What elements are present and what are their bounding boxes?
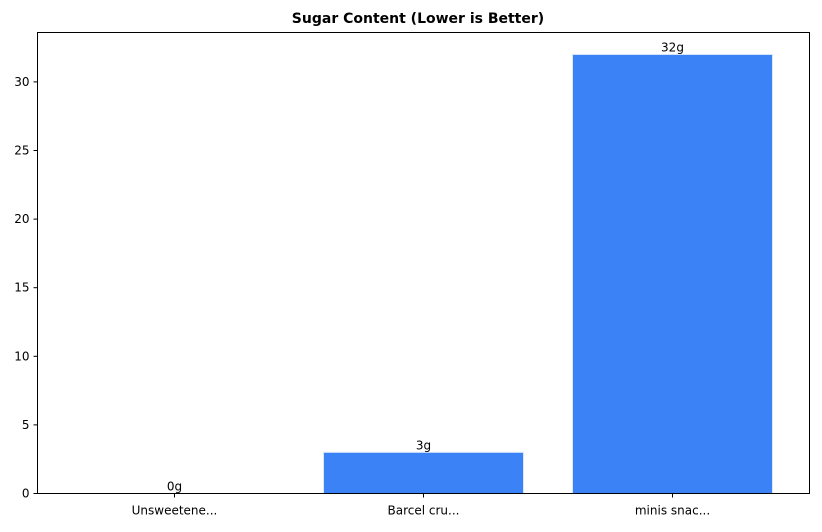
bars-layer [323, 53, 773, 495]
bar [572, 53, 773, 494]
plot-frame [37, 32, 810, 494]
y-axis: 0 5 10 15 20 25 30 [14, 75, 38, 501]
bar-value-label: 32g [661, 40, 684, 54]
y-tick-label: 10 [14, 349, 29, 363]
y-tick-label: 0 [22, 487, 30, 501]
y-tick-label: 20 [14, 212, 29, 226]
y-tick-label: 15 [14, 281, 29, 295]
y-tick-label: 25 [14, 143, 29, 157]
bar-value-label: 3g [416, 438, 431, 452]
x-tick-label: Unsweetene... [132, 504, 218, 518]
y-tick-label: 30 [14, 75, 29, 89]
data-labels-layer: 0g 3g 32g [167, 40, 684, 493]
chart-title: Sugar Content (Lower is Better) [292, 11, 544, 27]
x-axis: Unsweetene... Barcel cru... minis snac... [132, 493, 710, 518]
x-tick-label: Barcel cru... [388, 504, 460, 518]
bar-value-label: 0g [167, 480, 182, 494]
x-tick-label: minis snac... [635, 504, 710, 518]
y-tick-label: 5 [22, 418, 30, 432]
bar [323, 451, 524, 495]
